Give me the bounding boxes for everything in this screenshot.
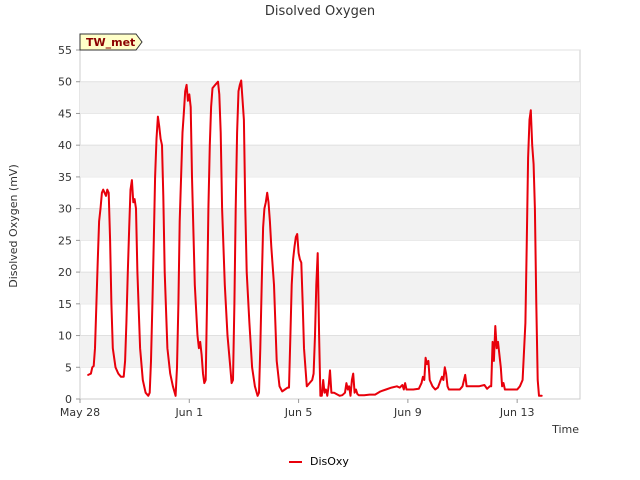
y-axis-label: Disolved Oxygen (mV): [7, 164, 20, 288]
x-tick-label: May 28: [60, 406, 100, 419]
site-badge-label: TW_met: [86, 36, 135, 49]
legend: DisOxy: [289, 455, 349, 468]
chart-title: Disolved Oxygen: [265, 4, 375, 19]
x-tick-label: Jun 5: [284, 406, 313, 419]
y-tick-label: 45: [58, 107, 72, 120]
y-tick-label: 10: [58, 330, 72, 343]
y-tick-label: 25: [58, 234, 72, 247]
y-tick-label: 55: [58, 44, 72, 57]
y-tick-label: 20: [58, 266, 72, 279]
grid-bands: [80, 49, 580, 368]
y-tick-label: 0: [65, 393, 72, 406]
grid-band: [80, 335, 580, 368]
x-tick-label: Jun 1: [174, 406, 203, 419]
legend-label-disoxy: DisOxy: [310, 455, 349, 468]
y-tick-label: 30: [58, 203, 72, 216]
x-axis-ticks: May 28 Jun 1 Jun 5 Jun 9 Jun 13: [60, 399, 535, 419]
site-badge-shape: [79, 33, 143, 51]
y-tick-label: 40: [58, 139, 72, 152]
x-tick-label: Jun 13: [499, 406, 535, 419]
y-tick-label: 50: [58, 76, 72, 89]
x-tick-label: Jun 9: [393, 406, 422, 419]
y-axis-ticks: 0 5 10 15 20 25 30 35 40 45 50 55: [58, 44, 80, 406]
y-tick-label: 15: [58, 298, 72, 311]
grid-band: [80, 272, 580, 304]
series-line-disoxy: [87, 79, 543, 397]
series-group: [87, 79, 543, 397]
grid-band: [80, 81, 580, 114]
site-badge: TW_met: [79, 33, 143, 51]
y-tick-label: 35: [58, 171, 72, 184]
y-tick-label: 5: [65, 361, 72, 374]
x-axis-label: Time: [551, 423, 579, 436]
